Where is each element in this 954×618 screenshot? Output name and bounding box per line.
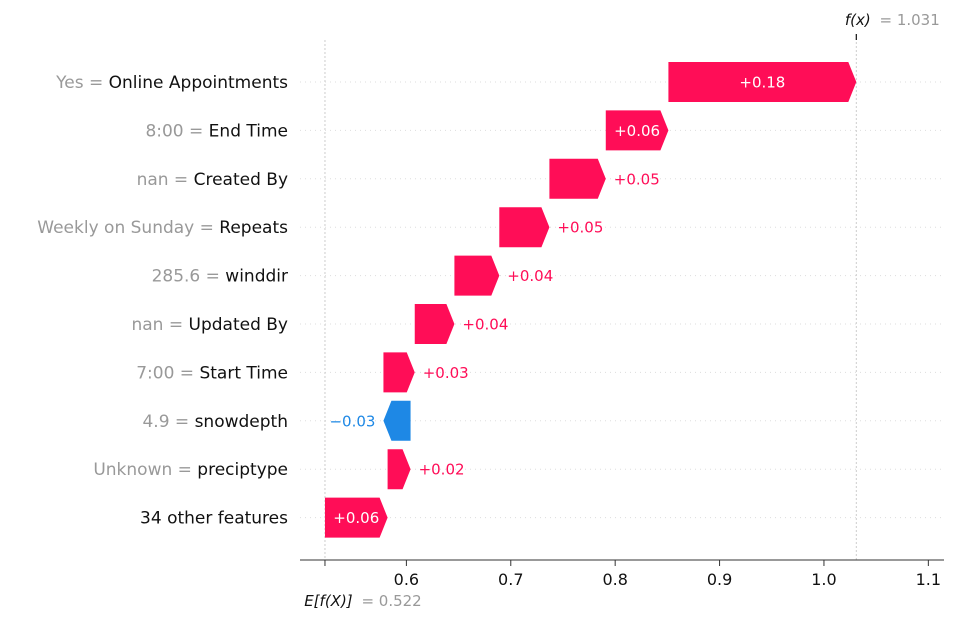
output-value-label: f(x) = 1.031 [845, 11, 940, 29]
feature-value: Unknown = [93, 460, 197, 480]
feature-label-3: nan = Created By [137, 170, 288, 190]
feature-name: Repeats [219, 218, 288, 238]
feature-value: 8:00 = [145, 121, 208, 141]
bar-label-6: +0.04 [462, 316, 508, 334]
feature-label-1: Yes = Online Appointments [55, 73, 288, 93]
x-tick-label: 0.8 [602, 570, 627, 589]
feature-name: Online Appointments [109, 73, 288, 93]
feature-label-2: 8:00 = End Time [145, 121, 288, 141]
feature-name: Start Time [199, 363, 288, 383]
bar-label-7: +0.03 [423, 364, 469, 382]
feature-name: preciptype [197, 460, 288, 480]
bar-5 [454, 255, 500, 296]
bar-6 [414, 304, 455, 344]
feature-value: nan = [137, 170, 194, 190]
feature-value: Weekly on Sunday = [37, 218, 219, 238]
x-tick-label: 1.0 [811, 570, 836, 589]
bar-label-1: +0.18 [739, 74, 785, 92]
bar-3 [549, 158, 606, 199]
feature-label-4: Weekly on Sunday = Repeats [37, 218, 288, 238]
feature-name: winddir [225, 267, 288, 287]
bar-10 [324, 497, 388, 538]
bar-8 [383, 400, 411, 441]
feature-label-6: nan = Updated By [131, 315, 288, 335]
bar-1 [668, 62, 857, 102]
output-value: = 1.031 [879, 11, 939, 29]
feature-name: snowdepth [195, 412, 288, 432]
x-tick-label: 0.7 [498, 570, 523, 589]
feature-value: nan = [131, 315, 188, 335]
feature-name: Updated By [189, 315, 289, 335]
feature-name: 34 other features [140, 509, 288, 529]
x-tick-label: 0.9 [707, 570, 732, 589]
feature-labels: Yes = Online Appointments 8:00 = End Time… [37, 73, 288, 529]
bar-label-9: +0.02 [419, 461, 465, 479]
feature-value: Yes = [55, 73, 109, 93]
bar-label-4: +0.05 [557, 219, 603, 237]
feature-value: 7:00 = [136, 363, 199, 383]
feature-label-5: 285.6 = winddir [152, 267, 288, 287]
feature-value: 4.9 = [142, 412, 194, 432]
x-tick-label: 1.1 [916, 570, 941, 589]
base-expr: E[f(X)] [304, 592, 353, 610]
reference-lines [324, 34, 857, 560]
bar-label-10: +0.06 [333, 509, 379, 527]
feature-label-8: 4.9 = snowdepth [142, 412, 288, 432]
bar-2 [605, 110, 669, 151]
bar-label-8: −0.03 [329, 412, 375, 430]
x-tick-label: 0.6 [394, 570, 419, 589]
feature-label-10: 34 other features [140, 509, 288, 529]
feature-label-9: Unknown = preciptype [93, 460, 288, 480]
bar-4 [499, 207, 550, 248]
bar-label-2: +0.06 [614, 122, 660, 140]
x-axis: 0.6 0.7 0.8 0.9 1.0 1.1 [300, 559, 944, 589]
feature-label-7: 7:00 = Start Time [136, 363, 288, 383]
feature-value: 285.6 = [152, 267, 226, 287]
feature-name: End Time [209, 121, 288, 141]
base-value: = 0.522 [361, 592, 421, 610]
output-expr: f(x) [845, 11, 871, 29]
bar-label-5: +0.04 [507, 267, 553, 285]
bar-9 [387, 449, 411, 490]
bar-7 [383, 352, 415, 393]
base-value-label: E[f(X)] = 0.522 [304, 592, 422, 610]
bar-label-3: +0.05 [614, 170, 660, 188]
contribution-bars: +0.18 +0.06 +0.05 +0.05 +0.04 +0.04 +0.03 −0.03… [324, 62, 857, 538]
feature-name: Created By [194, 170, 288, 190]
